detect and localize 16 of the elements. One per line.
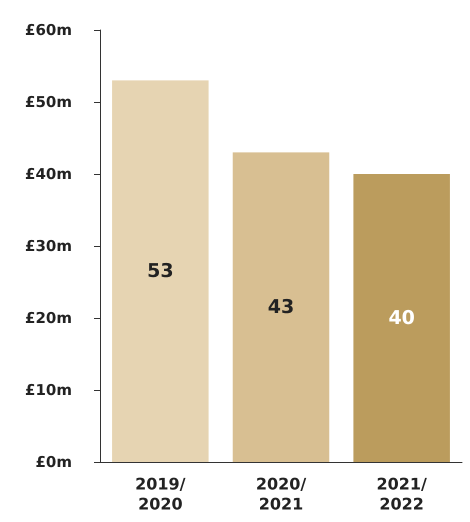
data-label: 53	[147, 260, 174, 282]
y-tick-label: £0m	[35, 453, 72, 471]
bar	[353, 174, 450, 462]
y-tick-label: £60m	[25, 21, 72, 39]
bar	[112, 80, 209, 462]
x-tick-label: 2020/ 2021	[256, 474, 306, 514]
y-tick-label: £10m	[25, 381, 72, 399]
x-tick-label: 2021/ 2022	[376, 474, 428, 514]
y-tick-label: £30m	[25, 237, 72, 255]
x-tick-label: 2019/ 2020	[135, 474, 186, 514]
y-tick-label: £50m	[25, 93, 72, 111]
data-label: 43	[268, 296, 294, 318]
bar	[232, 152, 330, 462]
y-tick-label: £20m	[25, 309, 72, 327]
data-label: 40	[388, 307, 415, 329]
y-tick-label: £40m	[25, 165, 72, 183]
